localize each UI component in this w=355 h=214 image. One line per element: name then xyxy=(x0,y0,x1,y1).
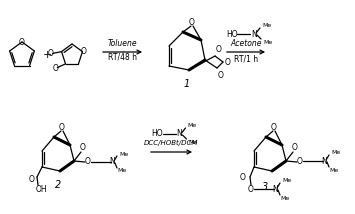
Text: N: N xyxy=(321,156,327,165)
Text: Me: Me xyxy=(280,196,289,201)
Text: Me: Me xyxy=(262,22,271,28)
Text: O: O xyxy=(189,18,195,27)
Text: Me: Me xyxy=(187,122,197,128)
Text: Me: Me xyxy=(282,178,291,183)
Text: 3: 3 xyxy=(262,182,268,192)
Text: N: N xyxy=(251,30,257,39)
Text: N: N xyxy=(109,158,115,166)
Text: DCC/HOBt/DCM: DCC/HOBt/DCM xyxy=(144,140,199,146)
Text: O: O xyxy=(19,37,25,46)
Text: O: O xyxy=(292,144,298,153)
Text: N: N xyxy=(272,184,278,193)
Text: O: O xyxy=(216,45,222,54)
Text: O: O xyxy=(48,49,54,58)
Text: RT/48 h: RT/48 h xyxy=(108,52,137,61)
Text: 2: 2 xyxy=(55,180,61,190)
Text: N: N xyxy=(177,129,182,138)
Text: Me: Me xyxy=(189,140,198,144)
Text: O: O xyxy=(81,47,86,56)
Text: O: O xyxy=(80,144,86,153)
Text: O: O xyxy=(240,172,246,181)
Text: O: O xyxy=(297,158,303,166)
Text: O: O xyxy=(29,174,35,183)
Text: O: O xyxy=(53,64,59,73)
Text: Me: Me xyxy=(117,168,126,174)
Text: Toluene: Toluene xyxy=(107,39,137,48)
Text: Me: Me xyxy=(119,152,128,156)
Text: HO: HO xyxy=(152,129,163,138)
Text: OH: OH xyxy=(35,184,47,193)
Text: HO: HO xyxy=(226,30,238,39)
Text: 1: 1 xyxy=(184,79,190,89)
Text: Me: Me xyxy=(263,40,272,45)
Text: Me: Me xyxy=(331,150,340,156)
Text: RT/1 h: RT/1 h xyxy=(234,55,258,64)
Text: O: O xyxy=(248,184,254,193)
Text: O: O xyxy=(271,122,277,131)
Text: O: O xyxy=(59,122,65,131)
Text: +: + xyxy=(42,50,52,60)
Text: O: O xyxy=(85,158,91,166)
Text: Acetone: Acetone xyxy=(230,39,262,48)
Text: Me: Me xyxy=(329,168,338,172)
Text: O: O xyxy=(218,70,224,79)
Text: O: O xyxy=(225,58,231,67)
